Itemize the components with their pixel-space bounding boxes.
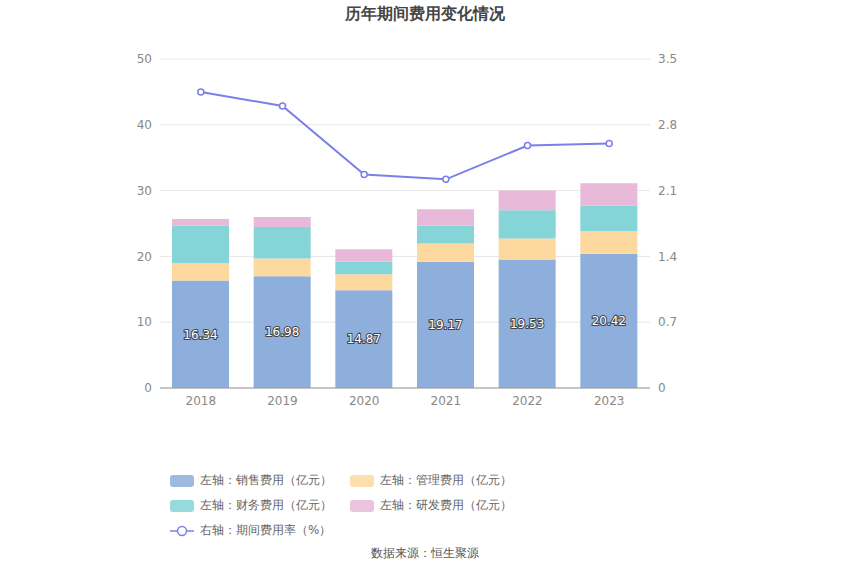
svg-text:2023: 2023 bbox=[594, 394, 625, 408]
svg-text:2021: 2021 bbox=[431, 394, 462, 408]
svg-text:2.8: 2.8 bbox=[658, 118, 677, 132]
svg-text:40: 40 bbox=[137, 118, 152, 132]
svg-text:16.98: 16.98 bbox=[265, 325, 299, 339]
svg-text:16.34: 16.34 bbox=[183, 328, 217, 342]
svg-text:19.17: 19.17 bbox=[428, 318, 462, 332]
svg-text:10: 10 bbox=[137, 315, 152, 329]
html-text:左轴：财务费用（亿元）: 左轴：财务费用（亿元） bbox=[200, 498, 332, 512]
svg-text:3.5: 3.5 bbox=[658, 52, 677, 66]
svg-text:2018: 2018 bbox=[186, 394, 217, 408]
svg-text:2019: 2019 bbox=[267, 394, 298, 408]
html-text:数据来源：恒生聚源: 数据来源：恒生聚源 bbox=[371, 546, 479, 560]
html-text:左轴：销售费用（亿元）: 左轴：销售费用（亿元） bbox=[200, 473, 332, 487]
svg-text:1.4: 1.4 bbox=[658, 250, 677, 264]
svg-text:30: 30 bbox=[137, 184, 152, 198]
svg-text:20.42: 20.42 bbox=[592, 314, 626, 328]
svg-text:14.87: 14.87 bbox=[347, 332, 381, 346]
svg-text:0.7: 0.7 bbox=[658, 315, 677, 329]
html-text:左轴：管理费用（亿元）: 左轴：管理费用（亿元） bbox=[380, 473, 512, 487]
svg-text:2022: 2022 bbox=[512, 394, 543, 408]
svg-text:0: 0 bbox=[658, 381, 666, 395]
html-text:左轴：研发费用（亿元）: 左轴：研发费用（亿元） bbox=[380, 498, 512, 512]
svg-text:19.53: 19.53 bbox=[510, 317, 544, 331]
svg-text:2020: 2020 bbox=[349, 394, 380, 408]
html-text:历年期间费用变化情况: 历年期间费用变化情况 bbox=[345, 4, 505, 23]
svg-text:0: 0 bbox=[144, 381, 152, 395]
svg-text:20: 20 bbox=[137, 250, 152, 264]
svg-text:2.1: 2.1 bbox=[658, 184, 677, 198]
html-text:右轴：期间费用率（%）: 右轴：期间费用率（%） bbox=[200, 523, 332, 537]
svg-text:50: 50 bbox=[137, 52, 152, 66]
